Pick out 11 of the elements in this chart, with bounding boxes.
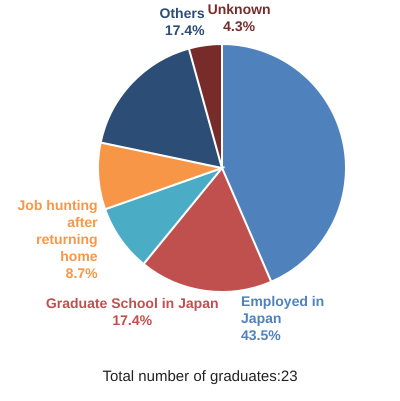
data-label: 4.3%: [223, 18, 256, 34]
slice-label: Job hunting after returning home: [18, 197, 98, 264]
text: Total number of graduates:23: [102, 368, 298, 385]
slice-label: Employed in Japan: [241, 293, 324, 326]
slice-label: Others: [159, 5, 205, 21]
data-label: 8.7%: [66, 265, 98, 281]
data-label: 17.4%: [164, 22, 206, 38]
data-label: 43.5%: [241, 327, 282, 343]
slice-label: Unknown: [208, 1, 271, 17]
data-label: 17.4%: [112, 312, 153, 328]
slice-label: Graduate School in Japan: [46, 295, 219, 311]
